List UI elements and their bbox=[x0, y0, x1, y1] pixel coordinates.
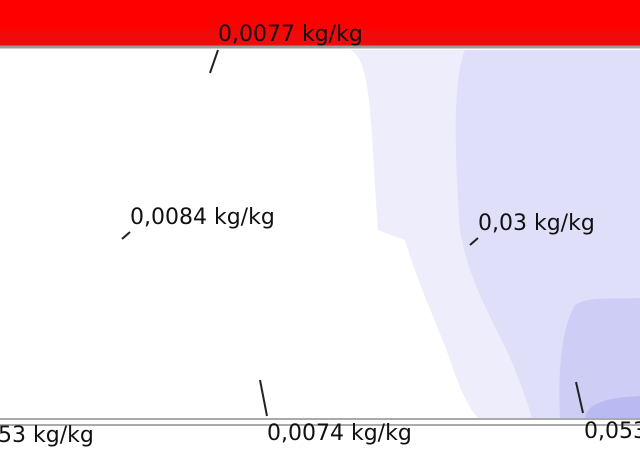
probe-label: 0,03 kg/kg bbox=[478, 211, 595, 236]
leader-line bbox=[259, 379, 268, 417]
probe-label: 0,0084 kg/kg bbox=[130, 205, 275, 230]
leader-line bbox=[121, 231, 131, 240]
probe-label: 0,0077 kg/kg bbox=[218, 22, 363, 47]
contour-band bbox=[585, 396, 640, 418]
probe-label: 0,0074 kg/kg bbox=[267, 421, 412, 446]
contour-band-top bbox=[0, 30, 640, 46]
leader-line bbox=[209, 49, 219, 74]
leader-line bbox=[469, 237, 479, 246]
leader-line bbox=[575, 381, 584, 414]
contour-band bbox=[559, 298, 640, 418]
probe-label: 53 kg/kg bbox=[0, 423, 94, 448]
probe-label: 0,053 bbox=[584, 419, 640, 444]
